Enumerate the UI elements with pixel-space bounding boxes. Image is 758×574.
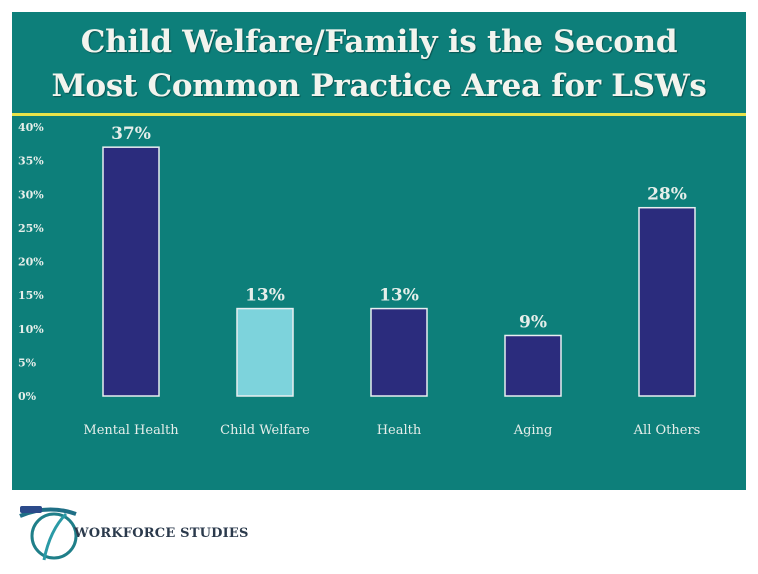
y-tick-label: 0%	[18, 390, 37, 403]
y-tick-label: 40%	[18, 121, 44, 134]
y-tick-label: 35%	[18, 155, 44, 168]
globe-swoosh-icon	[19, 506, 78, 561]
y-tick-label: 20%	[18, 256, 44, 269]
chart-title-line-1: Child Welfare/Family is the Second	[80, 24, 678, 60]
bar	[370, 307, 428, 397]
slide-panel: Child Welfare/Family is the Second Most …	[12, 12, 746, 490]
y-tick-label: 30%	[18, 188, 44, 201]
bar	[504, 334, 562, 397]
chart-title-line-2: Most Common Practice Area for LSWs	[51, 68, 707, 104]
bar	[236, 307, 294, 397]
y-tick-label: 15%	[18, 289, 44, 302]
title-divider-line	[12, 113, 746, 116]
data-label: 37%	[111, 124, 151, 144]
logo-text: WORKFORCE STUDIES	[74, 526, 249, 541]
y-tick-label: 25%	[18, 222, 44, 235]
data-label: 28%	[647, 185, 687, 205]
data-label: 13%	[379, 286, 419, 306]
workforce-studies-logo: WORKFORCE STUDIES	[14, 500, 254, 568]
chart-title: Child Welfare/Family is the Second Most …	[12, 20, 746, 108]
x-tick-label: Aging	[513, 423, 553, 438]
bar-chart: 0% 5% 10% 15% 20% 25% 30% 35% 40% 37% Mental Healt…	[18, 121, 701, 438]
x-tick-label: All Others	[633, 423, 701, 438]
x-tick-label: Health	[377, 423, 422, 438]
x-tick-label: Mental Health	[83, 423, 179, 438]
x-tick-label: Child Welfare	[220, 423, 310, 438]
y-tick-label: 10%	[18, 323, 44, 336]
y-tick-label: 5%	[18, 356, 37, 369]
data-label: 9%	[519, 312, 547, 332]
data-label: 13%	[245, 286, 285, 306]
bar	[638, 206, 696, 397]
bar	[102, 146, 160, 397]
